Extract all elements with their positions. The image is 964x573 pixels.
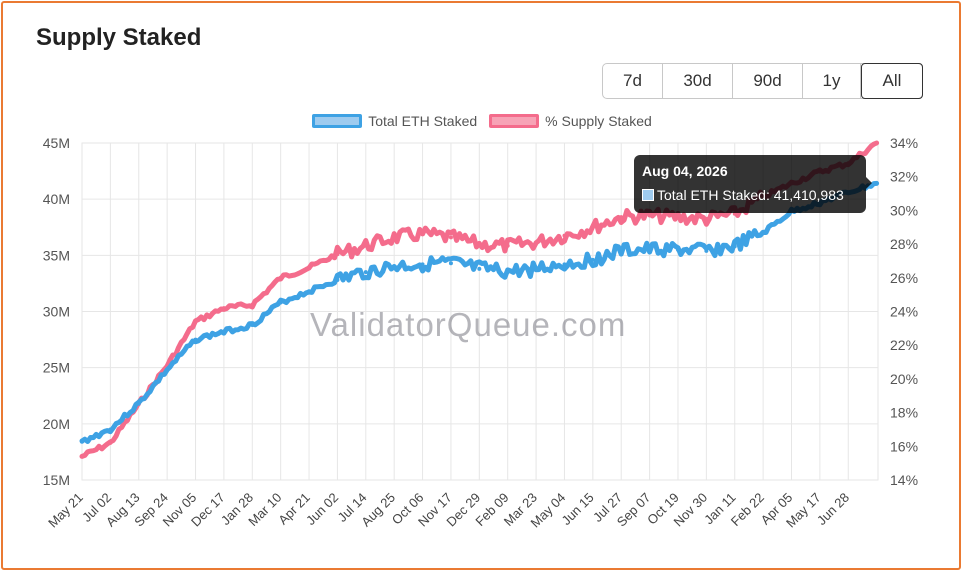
right-y-axis: 14% 16% 18% 20% 22% 24% 26% 28% 30% 32% 34% (890, 135, 918, 488)
data-point-eth (335, 278, 340, 283)
data-point-eth (392, 264, 397, 269)
range-7d-button[interactable]: 7d (603, 64, 663, 98)
range-90d-button[interactable]: 90d (733, 64, 803, 98)
range-1y-button[interactable]: 1y (803, 64, 861, 98)
right-tick-label: 30% (890, 202, 918, 218)
data-point-eth (505, 270, 510, 275)
chart-legend: Total ETH Staked % Supply Staked (0, 113, 964, 129)
watermark-text: ValidatorQueue.com (310, 306, 627, 343)
data-point-pct (505, 243, 510, 248)
data-point-eth (619, 248, 624, 253)
data-point-pct (874, 141, 879, 145)
left-tick-label: 45M (43, 135, 70, 151)
right-tick-label: 34% (890, 135, 918, 151)
data-point-eth (590, 257, 595, 262)
left-tick-label: 35M (43, 247, 70, 263)
legend-label-eth: Total ETH Staked (368, 113, 478, 129)
tooltip-swatch (642, 189, 654, 201)
data-point-pct (420, 231, 425, 236)
data-point-pct (335, 252, 340, 257)
right-tick-label: 28% (890, 236, 918, 252)
legend-item-pct[interactable]: % Supply Staked (489, 113, 652, 129)
data-point-pct (619, 215, 624, 220)
legend-swatch-eth (312, 114, 363, 128)
left-tick-label: 40M (43, 191, 70, 207)
data-point-pct (704, 216, 709, 221)
x-tick-label: May 21 (45, 490, 86, 531)
data-point-eth (193, 337, 198, 342)
left-tick-label: 25M (43, 360, 70, 376)
range-30d-button[interactable]: 30d (663, 64, 733, 98)
data-point-eth (278, 300, 283, 305)
data-point-pct (590, 225, 595, 230)
right-tick-label: 22% (890, 337, 918, 353)
data-point-eth (165, 367, 170, 372)
tooltip-date: Aug 04, 2026 (642, 163, 728, 179)
data-point-eth (477, 266, 482, 271)
data-point-pct (448, 235, 453, 240)
data-point-eth (761, 230, 766, 235)
right-tick-label: 14% (890, 472, 918, 488)
data-point-eth (136, 401, 141, 406)
data-point-pct (221, 306, 226, 311)
data-point-eth (704, 248, 709, 253)
right-tick-label: 16% (890, 438, 918, 454)
tooltip-pointer (866, 177, 872, 189)
data-point-pct (647, 213, 652, 218)
data-point-eth (221, 329, 226, 334)
legend-label-pct: % Supply Staked (545, 113, 652, 129)
data-point-eth (420, 262, 425, 267)
data-point-pct (363, 243, 368, 248)
data-point-eth (307, 289, 312, 294)
data-point-pct (392, 235, 397, 240)
data-point-pct (278, 275, 283, 280)
right-tick-label: 18% (890, 405, 918, 421)
chart-title: Supply Staked (36, 24, 202, 51)
x-tick-label: Jun 02 (303, 490, 341, 528)
left-tick-label: 20M (43, 416, 70, 432)
x-tick-label: Jun 15 (559, 490, 597, 528)
data-point-pct (193, 319, 198, 324)
chart-tooltip: Aug 04, 2026 Total ETH Staked: 41,410,98… (634, 155, 872, 213)
data-point-pct (307, 265, 312, 270)
tooltip-text: Total ETH Staked: 41,410,983 (657, 187, 844, 203)
data-point-pct (675, 215, 680, 220)
data-point-pct (108, 440, 113, 445)
data-point-eth (675, 247, 680, 252)
left-tick-label: 30M (43, 304, 70, 320)
data-point-pct (250, 302, 255, 307)
data-point-eth (534, 266, 539, 271)
data-point-pct (534, 240, 539, 245)
data-point-eth (732, 244, 737, 249)
data-point-eth (874, 181, 879, 186)
right-tick-label: 24% (890, 304, 918, 320)
data-point-pct (80, 454, 84, 459)
data-point-eth (108, 427, 113, 432)
data-point-eth (80, 439, 84, 444)
legend-item-eth[interactable]: Total ETH Staked (312, 113, 477, 129)
legend-swatch-pct (489, 114, 540, 128)
data-point-pct (562, 233, 567, 238)
tooltip-row: Total ETH Staked: 41,410,983 (642, 187, 844, 203)
data-point-eth (647, 247, 652, 252)
left-tick-label: 15M (43, 472, 70, 488)
series-line-eth-staked (79, 180, 880, 444)
time-range-selector: 7d 30d 90d 1y All (602, 63, 923, 99)
plot-border (81, 142, 879, 481)
right-tick-label: 20% (890, 371, 918, 387)
x-tick-label: Jun 28 (814, 490, 852, 528)
range-all-button[interactable]: All (861, 63, 923, 99)
data-point-eth (363, 270, 368, 275)
data-point-eth (250, 322, 255, 327)
right-tick-label: 32% (890, 169, 918, 185)
data-point-eth (562, 262, 567, 267)
left-y-axis: 15M 20M 25M 30M 35M 40M 45M (43, 135, 70, 488)
data-point-pct (477, 242, 482, 247)
data-point-eth (448, 261, 453, 266)
right-tick-label: 26% (890, 270, 918, 286)
